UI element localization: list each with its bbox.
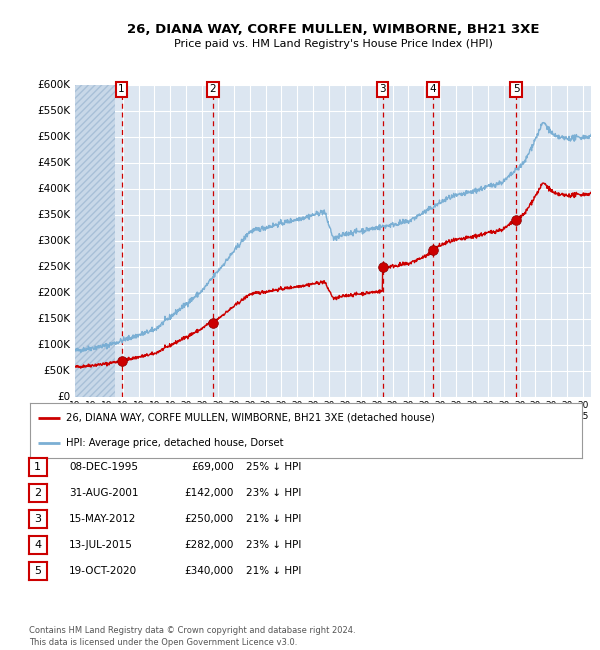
Text: £142,000: £142,000 [185, 488, 234, 498]
Text: 5: 5 [34, 566, 41, 576]
Text: 21% ↓ HPI: 21% ↓ HPI [246, 566, 301, 576]
Text: 26, DIANA WAY, CORFE MULLEN, WIMBORNE, BH21 3XE (detached house): 26, DIANA WAY, CORFE MULLEN, WIMBORNE, B… [66, 413, 434, 423]
Text: 13-JUL-2015: 13-JUL-2015 [69, 540, 133, 550]
Text: 23% ↓ HPI: 23% ↓ HPI [246, 540, 301, 550]
Text: 1: 1 [34, 462, 41, 472]
Text: £69,000: £69,000 [191, 462, 234, 472]
Text: 5: 5 [513, 84, 520, 94]
Text: 1: 1 [118, 84, 125, 94]
Text: HPI: Average price, detached house, Dorset: HPI: Average price, detached house, Dors… [66, 438, 283, 448]
Text: 08-DEC-1995: 08-DEC-1995 [69, 462, 138, 472]
Text: 3: 3 [34, 514, 41, 524]
Text: £250,000: £250,000 [185, 514, 234, 524]
Text: 21% ↓ HPI: 21% ↓ HPI [246, 514, 301, 524]
Text: 31-AUG-2001: 31-AUG-2001 [69, 488, 139, 498]
Text: 2: 2 [34, 488, 41, 498]
Text: Contains HM Land Registry data © Crown copyright and database right 2024.
This d: Contains HM Land Registry data © Crown c… [29, 626, 355, 647]
Text: 23% ↓ HPI: 23% ↓ HPI [246, 488, 301, 498]
Text: £340,000: £340,000 [185, 566, 234, 576]
Text: 3: 3 [379, 84, 386, 94]
Text: 25% ↓ HPI: 25% ↓ HPI [246, 462, 301, 472]
Text: 2: 2 [209, 84, 216, 94]
Text: Price paid vs. HM Land Registry's House Price Index (HPI): Price paid vs. HM Land Registry's House … [173, 39, 493, 49]
Text: 4: 4 [34, 540, 41, 550]
Text: £282,000: £282,000 [185, 540, 234, 550]
Text: 4: 4 [430, 84, 436, 94]
Text: 15-MAY-2012: 15-MAY-2012 [69, 514, 136, 524]
Text: 19-OCT-2020: 19-OCT-2020 [69, 566, 137, 576]
Text: 26, DIANA WAY, CORFE MULLEN, WIMBORNE, BH21 3XE: 26, DIANA WAY, CORFE MULLEN, WIMBORNE, B… [127, 23, 539, 36]
